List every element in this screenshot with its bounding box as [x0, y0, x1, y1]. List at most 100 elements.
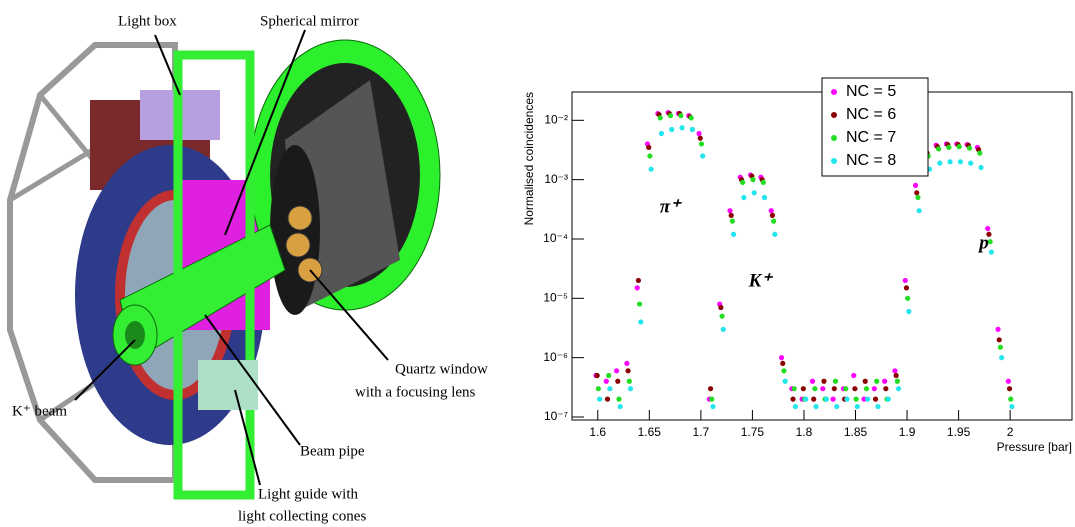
- quartz-window: [288, 206, 312, 230]
- point: [624, 361, 629, 366]
- point: [658, 115, 663, 120]
- point: [783, 379, 788, 384]
- point: [614, 368, 619, 373]
- legend-label: NC = 7: [846, 129, 896, 146]
- light-guide: [198, 360, 258, 410]
- x-tick-label: 1.9: [899, 425, 916, 439]
- pipe-bore: [125, 321, 145, 349]
- point: [647, 153, 652, 158]
- point: [730, 219, 735, 224]
- point: [668, 113, 673, 118]
- y-tick-label: 10⁻⁵: [543, 290, 568, 304]
- point: [780, 361, 785, 366]
- annotation: π⁺: [660, 196, 682, 217]
- point: [669, 127, 674, 132]
- point: [985, 226, 990, 231]
- x-tick-label: 1.95: [947, 425, 971, 439]
- point: [698, 136, 703, 141]
- legend-label: NC = 5: [846, 83, 896, 100]
- point: [821, 379, 826, 384]
- x-tick-label: 2: [1007, 425, 1014, 439]
- point: [770, 213, 775, 218]
- y-tick-label: 10⁻⁷: [544, 409, 568, 423]
- legend-marker: [831, 112, 837, 118]
- point: [699, 141, 704, 146]
- point: [997, 337, 1002, 342]
- point: [989, 250, 994, 255]
- plot: 1.61.651.71.751.81.851.91.95210⁻⁷10⁻⁶10⁻…: [522, 78, 1072, 454]
- point: [689, 115, 694, 120]
- point: [957, 144, 962, 149]
- point: [696, 131, 701, 136]
- point: [864, 386, 869, 391]
- y-tick-label: 10⁻³: [544, 172, 568, 186]
- point: [851, 373, 856, 378]
- label: with a focusing lens: [355, 384, 476, 400]
- point: [833, 379, 838, 384]
- point: [792, 386, 797, 391]
- point: [967, 146, 972, 151]
- label: Beam pipe: [300, 443, 365, 459]
- legend: NC = 5NC = 6NC = 7NC = 8: [822, 78, 928, 176]
- point: [873, 397, 878, 402]
- point: [803, 397, 808, 402]
- point: [761, 180, 766, 185]
- point: [810, 379, 815, 384]
- x-tick-label: 1.65: [638, 425, 662, 439]
- point: [913, 183, 918, 188]
- point: [937, 161, 942, 166]
- point: [718, 305, 723, 310]
- point: [635, 285, 640, 290]
- point: [596, 386, 601, 391]
- point: [904, 285, 909, 290]
- point: [1006, 379, 1011, 384]
- point: [865, 397, 870, 402]
- point: [752, 190, 757, 195]
- point: [895, 379, 900, 384]
- legend-marker: [831, 158, 837, 164]
- point: [762, 195, 767, 200]
- point: [790, 397, 795, 402]
- point: [977, 151, 982, 156]
- point: [605, 397, 610, 402]
- point: [595, 373, 600, 378]
- point: [690, 127, 695, 132]
- point: [843, 386, 848, 391]
- cylinder-face: [270, 145, 320, 315]
- label: Quartz window: [395, 361, 488, 377]
- x-tick-label: 1.85: [844, 425, 868, 439]
- y-tick-label: 10⁻⁶: [543, 350, 568, 364]
- point: [894, 373, 899, 378]
- x-tick-label: 1.6: [589, 425, 606, 439]
- point: [844, 397, 849, 402]
- point: [1009, 404, 1014, 409]
- y-tick-label: 10⁻⁴: [543, 231, 568, 245]
- point: [824, 397, 829, 402]
- legend-marker: [831, 135, 837, 141]
- point: [679, 125, 684, 130]
- point: [883, 386, 888, 391]
- point: [727, 208, 732, 213]
- point: [721, 327, 726, 332]
- label: light collecting cones: [238, 508, 366, 524]
- point: [820, 386, 825, 391]
- point: [627, 379, 632, 384]
- point: [741, 195, 746, 200]
- label: K⁺ beam: [12, 403, 67, 419]
- point: [636, 278, 641, 283]
- point: [998, 345, 1003, 350]
- point: [914, 190, 919, 195]
- point: [700, 153, 705, 158]
- point: [801, 386, 806, 391]
- x-tick-label: 1.75: [741, 425, 765, 439]
- legend-label: NC = 8: [846, 152, 896, 169]
- point: [597, 397, 602, 402]
- x-tick-label: 1.8: [796, 425, 813, 439]
- point: [882, 379, 887, 384]
- point: [678, 113, 683, 118]
- point: [710, 404, 715, 409]
- point: [813, 404, 818, 409]
- point: [719, 314, 724, 319]
- legend-marker: [831, 89, 837, 95]
- point: [740, 180, 745, 185]
